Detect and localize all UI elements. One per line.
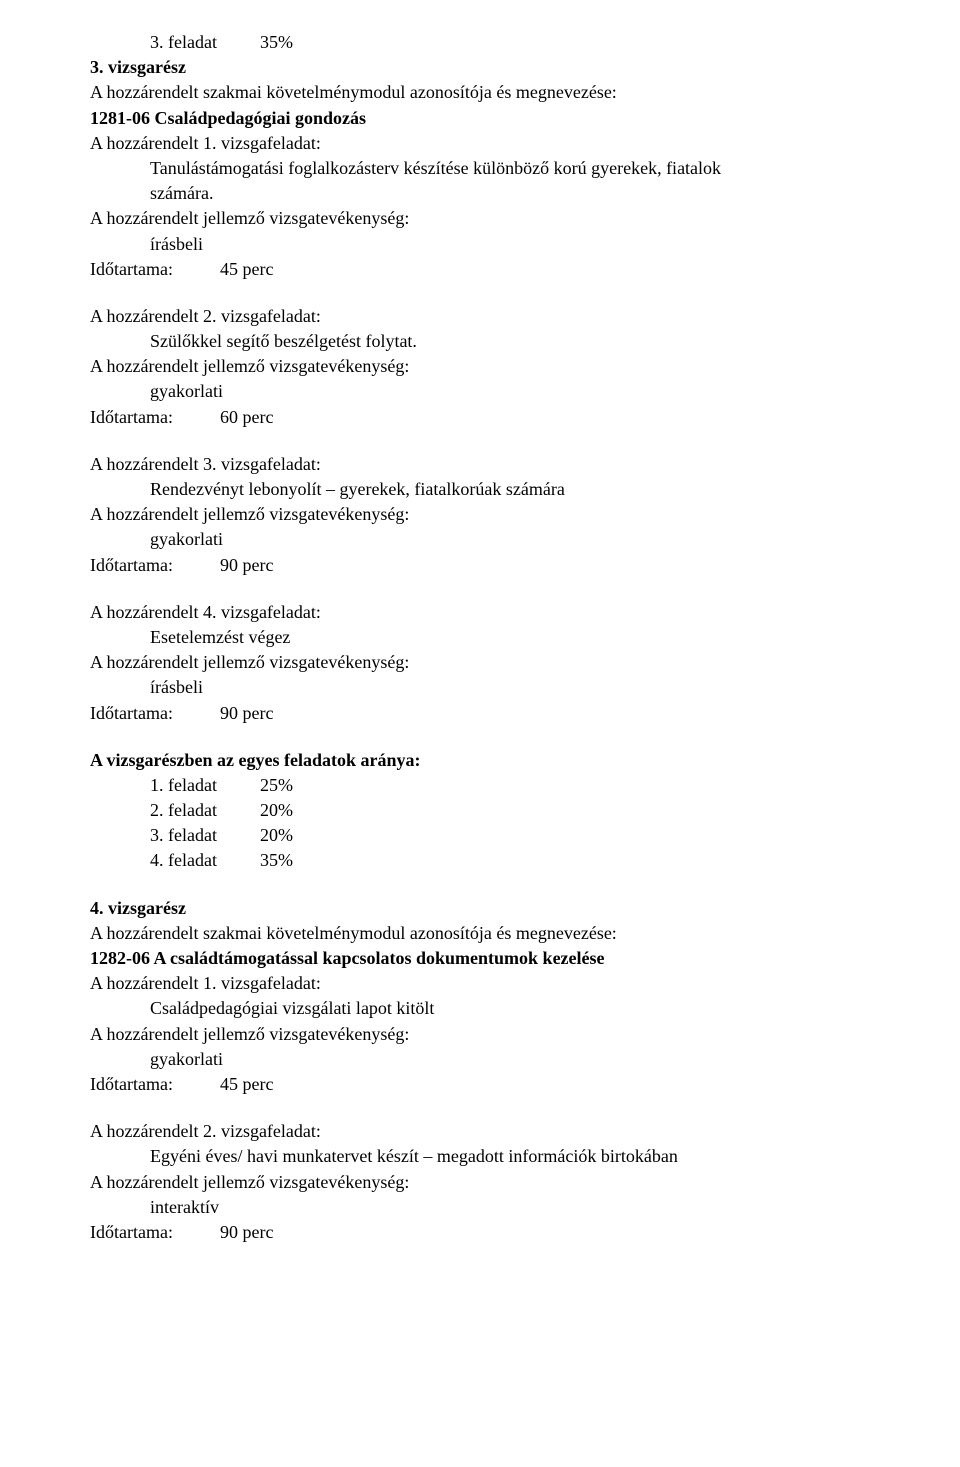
activity-type: írásbeli — [90, 232, 870, 257]
activity-type: gyakorlati — [90, 379, 870, 404]
activity-line: A hozzárendelt jellemző vizsgatevékenysé… — [90, 206, 870, 231]
task-desc: Tanulástámogatási foglalkozásterv készít… — [90, 156, 870, 181]
duration-value: 90 perc — [220, 553, 273, 578]
duration-label: Időtartama: — [90, 1220, 220, 1245]
ratio-row-top: 3. feladat 35% — [90, 30, 870, 55]
task-desc: Szülőkkel segítő beszélgetést folytat. — [90, 329, 870, 354]
ratio-task: 3. feladat — [150, 30, 260, 55]
task-desc: Egyéni éves/ havi munkatervet készít – m… — [90, 1144, 870, 1169]
ratio-task: 4. feladat — [150, 848, 260, 873]
ratio-row: 1. feladat 25% — [90, 773, 870, 798]
ratio-row: 2. feladat 20% — [90, 798, 870, 823]
duration-label: Időtartama: — [90, 405, 220, 430]
activity-line: A hozzárendelt jellemző vizsgatevékenysé… — [90, 1170, 870, 1195]
duration-label: Időtartama: — [90, 701, 220, 726]
duration-row: Időtartama: 60 perc — [90, 405, 870, 430]
activity-line: A hozzárendelt jellemző vizsgatevékenysé… — [90, 502, 870, 527]
duration-label: Időtartama: — [90, 553, 220, 578]
duration-label: Időtartama: — [90, 257, 220, 282]
ratio-task: 1. feladat — [150, 773, 260, 798]
ratio-pct: 35% — [260, 30, 293, 55]
ratio-task: 2. feladat — [150, 798, 260, 823]
duration-row: Időtartama: 90 perc — [90, 701, 870, 726]
task-head: A hozzárendelt 3. vizsgafeladat: — [90, 452, 870, 477]
ratio-row: 4. feladat 35% — [90, 848, 870, 873]
task-head: A hozzárendelt 1. vizsgafeladat: — [90, 971, 870, 996]
activity-line: A hozzárendelt jellemző vizsgatevékenysé… — [90, 1022, 870, 1047]
module-name: 1282-06 A családtámogatással kapcsolatos… — [90, 946, 870, 971]
duration-row: Időtartama: 90 perc — [90, 553, 870, 578]
requirement-line: A hozzárendelt szakmai követelménymodul … — [90, 921, 870, 946]
duration-value: 90 perc — [220, 1220, 273, 1245]
module-name: 1281-06 Családpedagógiai gondozás — [90, 106, 870, 131]
section-4-title: 4. vizsgarész — [90, 896, 870, 921]
activity-type: interaktív — [90, 1195, 870, 1220]
duration-value: 90 perc — [220, 701, 273, 726]
duration-value: 45 perc — [220, 257, 273, 282]
activity-line: A hozzárendelt jellemző vizsgatevékenysé… — [90, 354, 870, 379]
task-desc: Rendezvényt lebonyolít – gyerekek, fiata… — [90, 477, 870, 502]
duration-value: 60 perc — [220, 405, 273, 430]
duration-row: Időtartama: 45 perc — [90, 1072, 870, 1097]
task-head: A hozzárendelt 2. vizsgafeladat: — [90, 304, 870, 329]
activity-type: gyakorlati — [90, 1047, 870, 1072]
ratio-pct: 20% — [260, 798, 293, 823]
duration-value: 45 perc — [220, 1072, 273, 1097]
duration-row: Időtartama: 90 perc — [90, 1220, 870, 1245]
ratio-pct: 25% — [260, 773, 293, 798]
duration-label: Időtartama: — [90, 1072, 220, 1097]
ratio-pct: 20% — [260, 823, 293, 848]
ratio-pct: 35% — [260, 848, 293, 873]
task-head: A hozzárendelt 4. vizsgafeladat: — [90, 600, 870, 625]
task-desc: számára. — [90, 181, 870, 206]
task-desc: Esetelemzést végez — [90, 625, 870, 650]
ratio-row: 3. feladat 20% — [90, 823, 870, 848]
task-head: A hozzárendelt 1. vizsgafeladat: — [90, 131, 870, 156]
ratio-task: 3. feladat — [150, 823, 260, 848]
activity-type: gyakorlati — [90, 527, 870, 552]
duration-row: Időtartama: 45 perc — [90, 257, 870, 282]
activity-type: írásbeli — [90, 675, 870, 700]
ratios-title: A vizsgarészben az egyes feladatok arány… — [90, 748, 870, 773]
task-desc: Családpedagógiai vizsgálati lapot kitölt — [90, 996, 870, 1021]
activity-line: A hozzárendelt jellemző vizsgatevékenysé… — [90, 650, 870, 675]
section-3-title: 3. vizsgarész — [90, 55, 870, 80]
task-head: A hozzárendelt 2. vizsgafeladat: — [90, 1119, 870, 1144]
requirement-line: A hozzárendelt szakmai követelménymodul … — [90, 80, 870, 105]
